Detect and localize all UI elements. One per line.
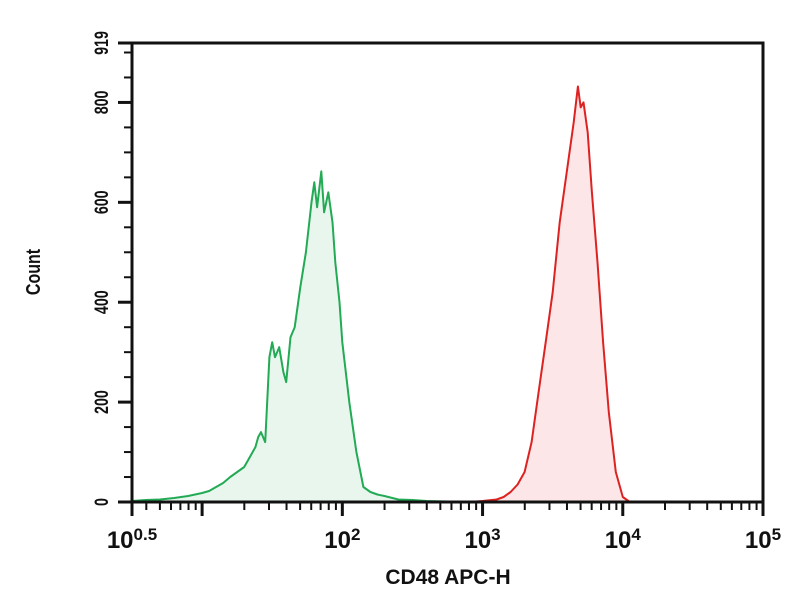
x-tick-label: 105 (745, 525, 781, 554)
y-tick-label: 800 (91, 91, 112, 115)
histogram-fill-control (132, 171, 469, 502)
histogram-line-stained (468, 85, 631, 503)
series-layer (131, 85, 631, 503)
y-axis-title: Count (22, 249, 44, 295)
x-tick-label: 103 (464, 525, 500, 554)
histogram-line-control (131, 170, 469, 503)
x-axis: 100.5 102 103 104 105 (107, 502, 781, 554)
y-tick-label: 0 (91, 498, 112, 506)
x-tick-label: 102 (324, 525, 360, 554)
y-tick-label: 919 (91, 31, 112, 55)
y-tick-label: 400 (91, 290, 112, 314)
x-tick-label: 100.5 (107, 525, 157, 554)
plot-frame (130, 41, 765, 504)
x-tick-label: 104 (605, 525, 642, 554)
y-tick-label: 600 (91, 190, 112, 214)
y-tick-label: 200 (91, 390, 112, 414)
histogram-fill-stained (468, 86, 630, 502)
y-axis: 0 200 400 600 800 919 (91, 31, 132, 506)
x-axis-title: CD48 APC-H (385, 566, 510, 589)
